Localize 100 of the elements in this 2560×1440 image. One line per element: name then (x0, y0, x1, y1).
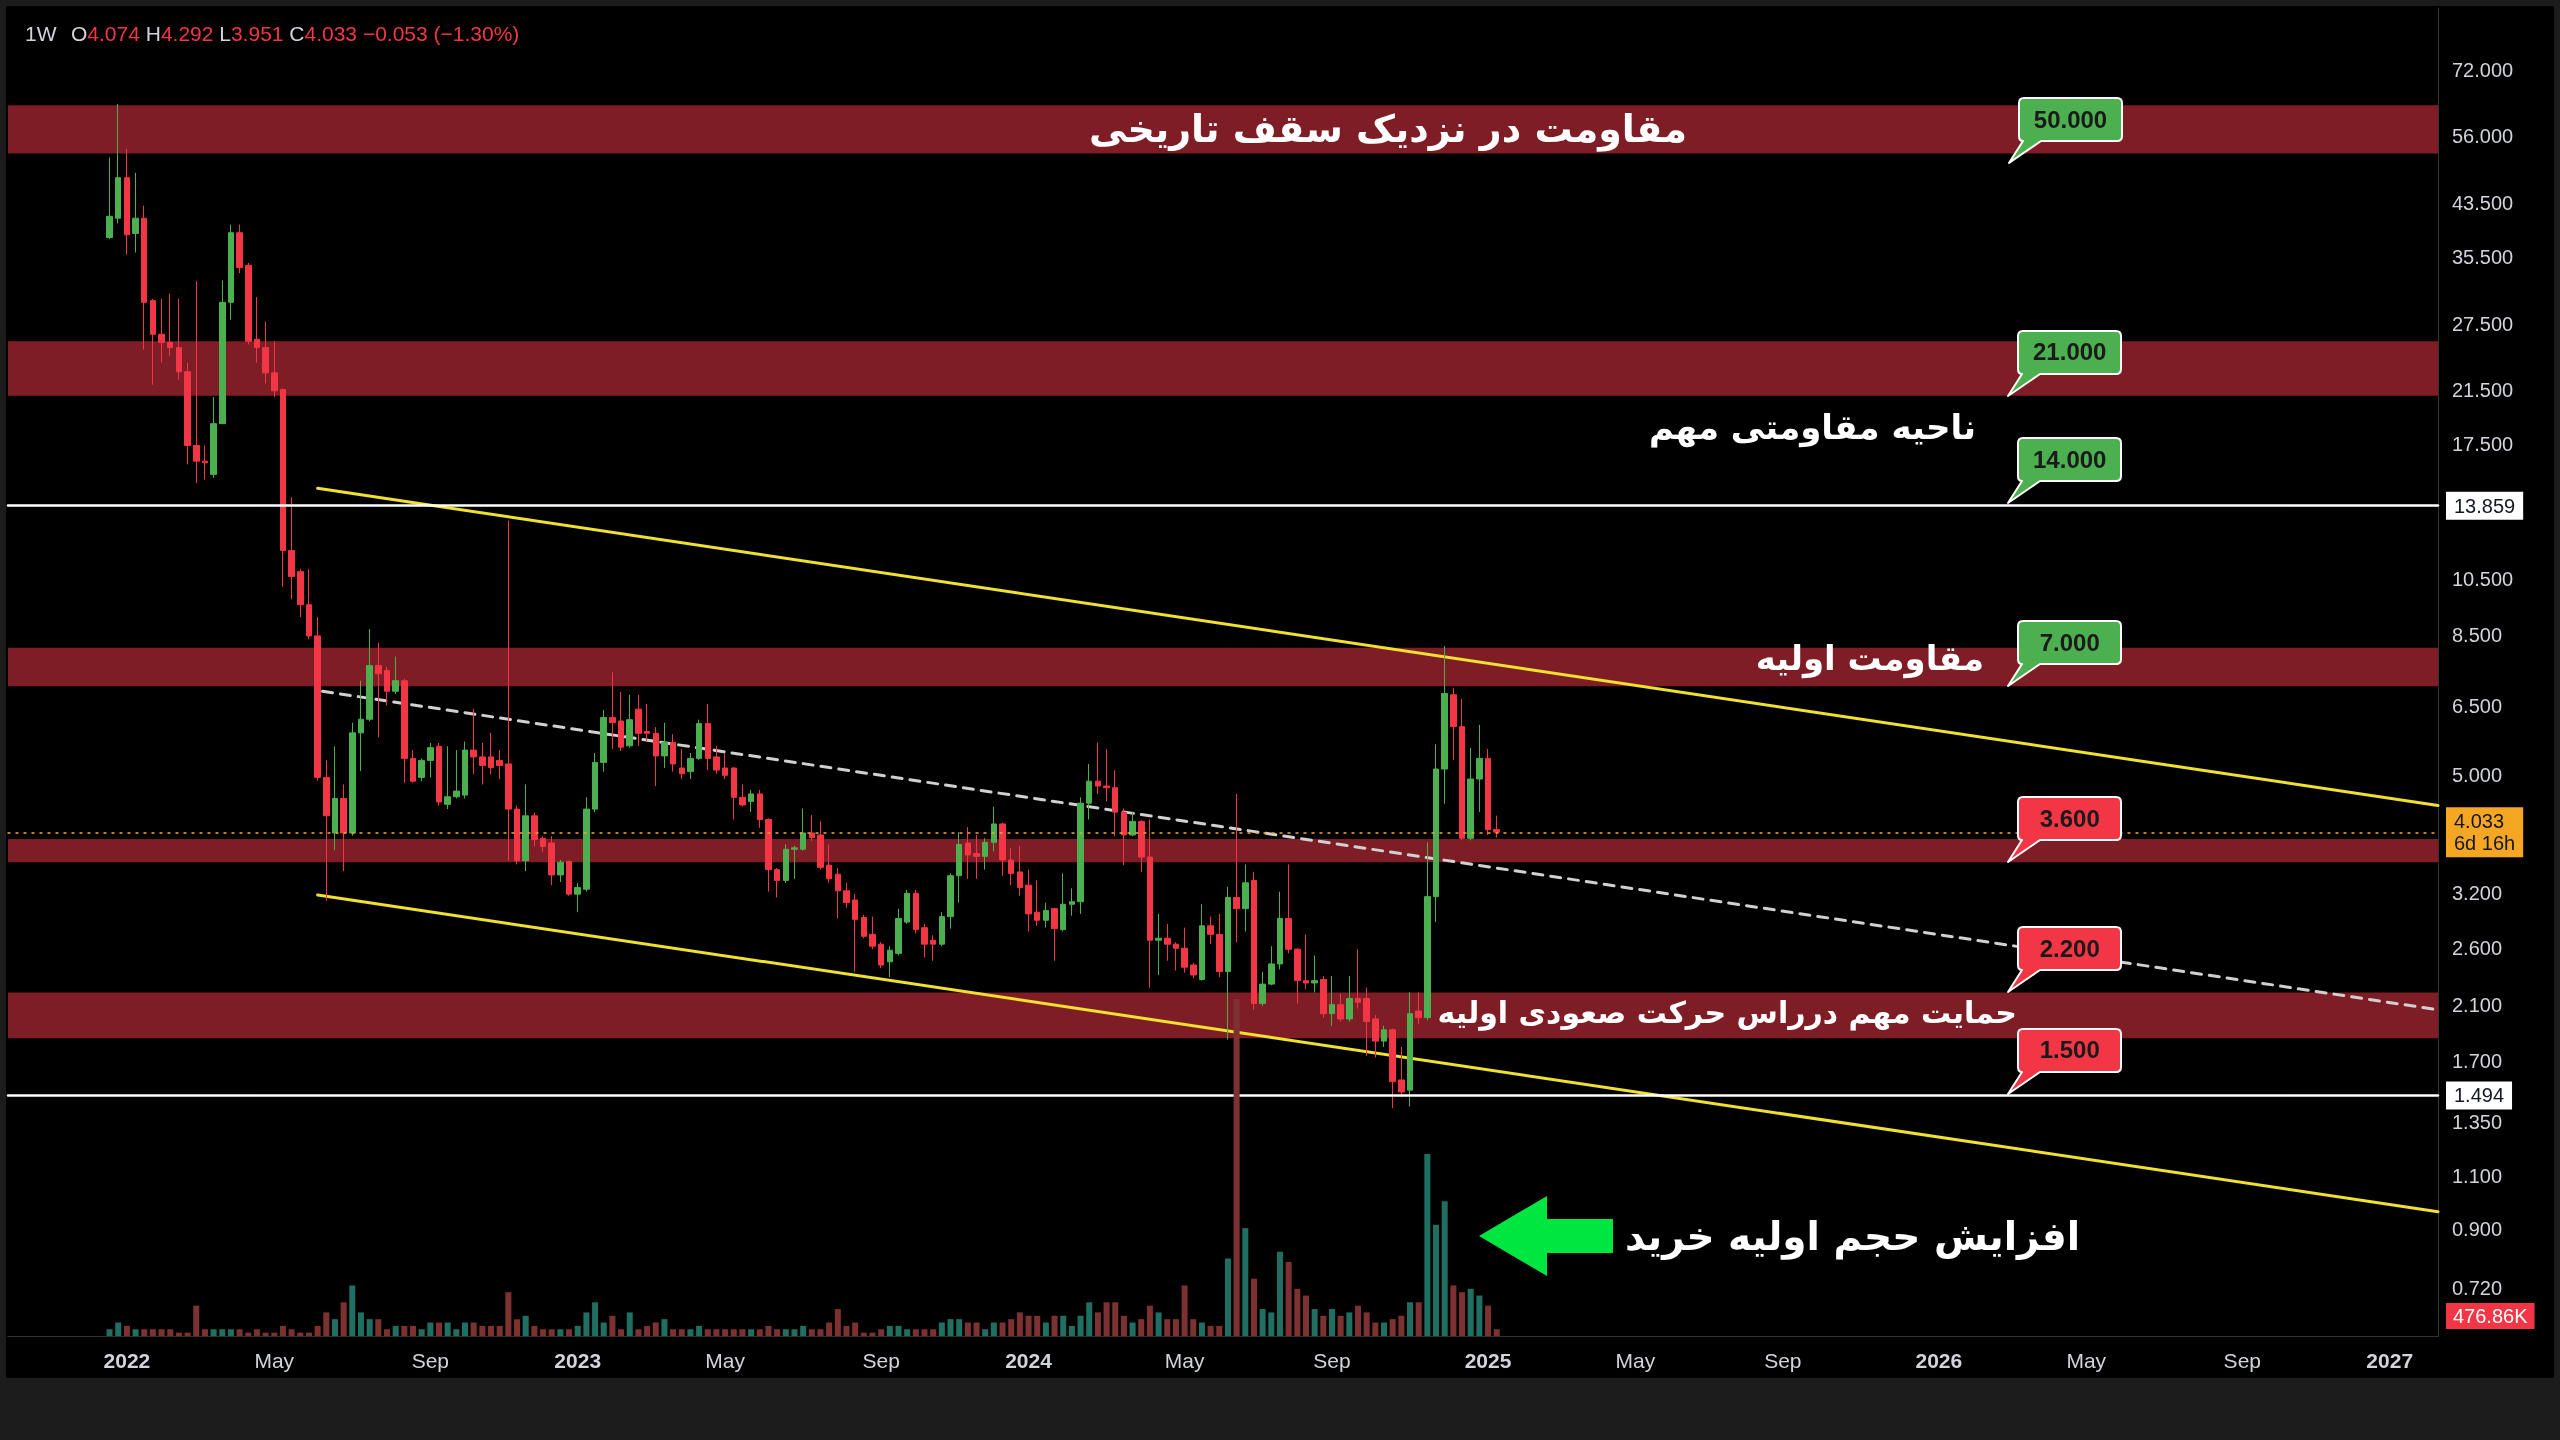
y-tick-label: 56.000 (2452, 125, 2514, 148)
bar (175, 1332, 182, 1336)
bar (722, 1329, 729, 1336)
candlestick (444, 745, 451, 810)
x-tick-label: 2022 (103, 1349, 151, 1372)
bar (1198, 1322, 1205, 1336)
bar (392, 1325, 399, 1336)
bar (748, 1329, 755, 1336)
bar (739, 1329, 746, 1336)
y-tick-label: 3.200 (2452, 882, 2503, 905)
bar (1190, 1319, 1197, 1336)
candlestick (167, 293, 173, 357)
bar (687, 1329, 694, 1336)
x-tick-label: 2023 (554, 1349, 602, 1372)
bar (1034, 1315, 1041, 1336)
candlestick (219, 279, 226, 425)
text: 476.86K (2453, 1305, 2529, 1327)
candlestick (1259, 971, 1266, 1007)
x-tick-label: Sep (862, 1349, 900, 1372)
candlestick (783, 843, 789, 884)
candlestick (505, 520, 512, 862)
bar (1407, 1302, 1414, 1336)
bar (436, 1322, 443, 1336)
bar (947, 1319, 954, 1336)
bar (860, 1332, 867, 1336)
bar (167, 1329, 174, 1336)
candlestick (141, 205, 147, 351)
candlestick (228, 224, 234, 321)
x-tick-label: Sep (411, 1349, 450, 1372)
bar (1112, 1302, 1119, 1336)
candlestick (1355, 948, 1361, 1010)
candlestick (1233, 793, 1240, 943)
candlestick (1207, 916, 1214, 945)
candlestick (1285, 863, 1292, 954)
candlestick (1372, 1014, 1379, 1058)
candlestick (375, 642, 382, 738)
candlestick (1138, 819, 1145, 873)
bar (1233, 999, 1240, 1336)
candlestick (626, 694, 633, 749)
annotation: افزایش حجم اولیه خرید (1625, 1213, 2081, 1260)
candlestick (1147, 819, 1153, 989)
bar (1337, 1315, 1344, 1336)
bar (1363, 1312, 1370, 1336)
bar (427, 1322, 434, 1336)
y-tick-label: 10.500 (2452, 568, 2514, 591)
candlestick (956, 831, 962, 904)
bar (531, 1325, 538, 1336)
bar (1441, 1201, 1448, 1336)
bar (990, 1322, 997, 1336)
candlestick (262, 321, 269, 384)
candlestick (1181, 927, 1188, 974)
candlestick (210, 396, 217, 479)
bar (938, 1322, 945, 1336)
candlestick (661, 722, 668, 769)
candlestick (522, 783, 529, 872)
bar (1181, 1285, 1188, 1336)
bar (930, 1329, 937, 1336)
ref-line-label: 13.859 (2454, 494, 2516, 517)
bar (1103, 1302, 1110, 1336)
candlestick (618, 691, 624, 752)
bar (1094, 1312, 1101, 1336)
x-tick-label: May (705, 1349, 746, 1372)
bar (1259, 1309, 1266, 1336)
text: 1W (25, 22, 57, 45)
bar (696, 1325, 703, 1336)
bar (618, 1329, 625, 1336)
candlestick (1381, 1025, 1387, 1048)
bar (1025, 1315, 1032, 1336)
candlestick (774, 867, 780, 898)
candlestick (1103, 748, 1110, 802)
bar (314, 1325, 321, 1336)
candlestick (1441, 645, 1448, 805)
bar (279, 1325, 286, 1336)
x-tick-label: Sep (1313, 1349, 1351, 1372)
candlestick (644, 703, 650, 743)
bar (895, 1325, 902, 1336)
bar (375, 1319, 382, 1336)
candlestick (705, 703, 711, 771)
bar (566, 1329, 573, 1336)
bar (774, 1329, 781, 1336)
bar (132, 1329, 139, 1336)
bar (1146, 1305, 1153, 1336)
candlestick (453, 749, 460, 799)
candlestick (1363, 987, 1370, 1057)
candlestick (462, 741, 468, 799)
candlestick (1034, 879, 1040, 927)
x-tick-label: May (1615, 1349, 1656, 1372)
bar (305, 1332, 312, 1336)
bar (557, 1329, 564, 1336)
candlestick (436, 742, 442, 807)
bar (115, 1322, 122, 1336)
y-tick-label: 2.600 (2452, 937, 2503, 960)
candlestick (401, 678, 408, 784)
bar (878, 1329, 885, 1336)
bar (886, 1325, 893, 1336)
candlestick (488, 732, 494, 775)
bar (852, 1322, 859, 1336)
candlestick (1173, 941, 1179, 971)
candlestick (679, 748, 685, 780)
candlestick (323, 759, 330, 902)
